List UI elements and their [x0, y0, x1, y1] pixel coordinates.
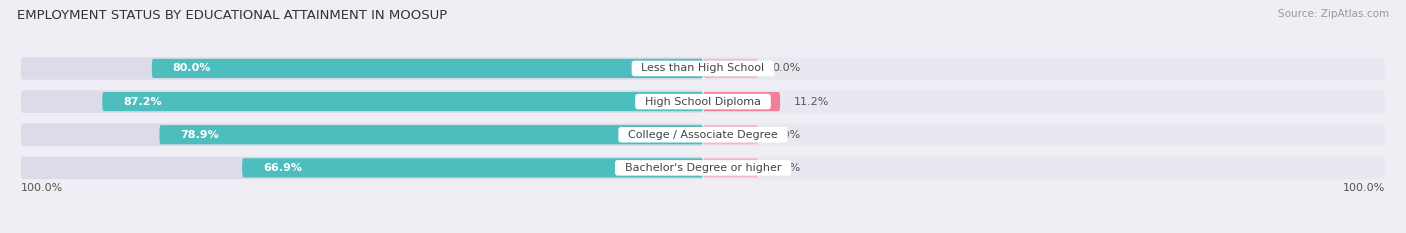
FancyBboxPatch shape [21, 57, 703, 80]
FancyBboxPatch shape [21, 123, 703, 146]
Text: College / Associate Degree: College / Associate Degree [621, 130, 785, 140]
FancyBboxPatch shape [21, 90, 703, 113]
FancyBboxPatch shape [703, 59, 758, 78]
Text: 0.0%: 0.0% [772, 163, 800, 173]
Text: 78.9%: 78.9% [180, 130, 219, 140]
Text: Less than High School: Less than High School [634, 63, 772, 73]
Text: High School Diploma: High School Diploma [638, 97, 768, 106]
FancyBboxPatch shape [242, 158, 703, 178]
FancyBboxPatch shape [703, 90, 1385, 113]
Text: 100.0%: 100.0% [1343, 183, 1385, 193]
Text: 80.0%: 80.0% [173, 63, 211, 73]
FancyBboxPatch shape [703, 158, 758, 178]
FancyBboxPatch shape [703, 92, 780, 111]
FancyBboxPatch shape [703, 57, 1385, 80]
Text: 66.9%: 66.9% [263, 163, 302, 173]
FancyBboxPatch shape [159, 125, 703, 144]
FancyBboxPatch shape [21, 157, 703, 179]
Text: Source: ZipAtlas.com: Source: ZipAtlas.com [1278, 9, 1389, 19]
Text: EMPLOYMENT STATUS BY EDUCATIONAL ATTAINMENT IN MOOSUP: EMPLOYMENT STATUS BY EDUCATIONAL ATTAINM… [17, 9, 447, 22]
FancyBboxPatch shape [703, 125, 758, 144]
FancyBboxPatch shape [703, 123, 1385, 146]
Text: Bachelor's Degree or higher: Bachelor's Degree or higher [617, 163, 789, 173]
Text: 11.2%: 11.2% [794, 97, 830, 106]
Text: 87.2%: 87.2% [122, 97, 162, 106]
FancyBboxPatch shape [152, 59, 703, 78]
Text: 0.0%: 0.0% [772, 130, 800, 140]
FancyBboxPatch shape [103, 92, 703, 111]
Text: 100.0%: 100.0% [21, 183, 63, 193]
FancyBboxPatch shape [703, 157, 1385, 179]
Text: 0.0%: 0.0% [772, 63, 800, 73]
